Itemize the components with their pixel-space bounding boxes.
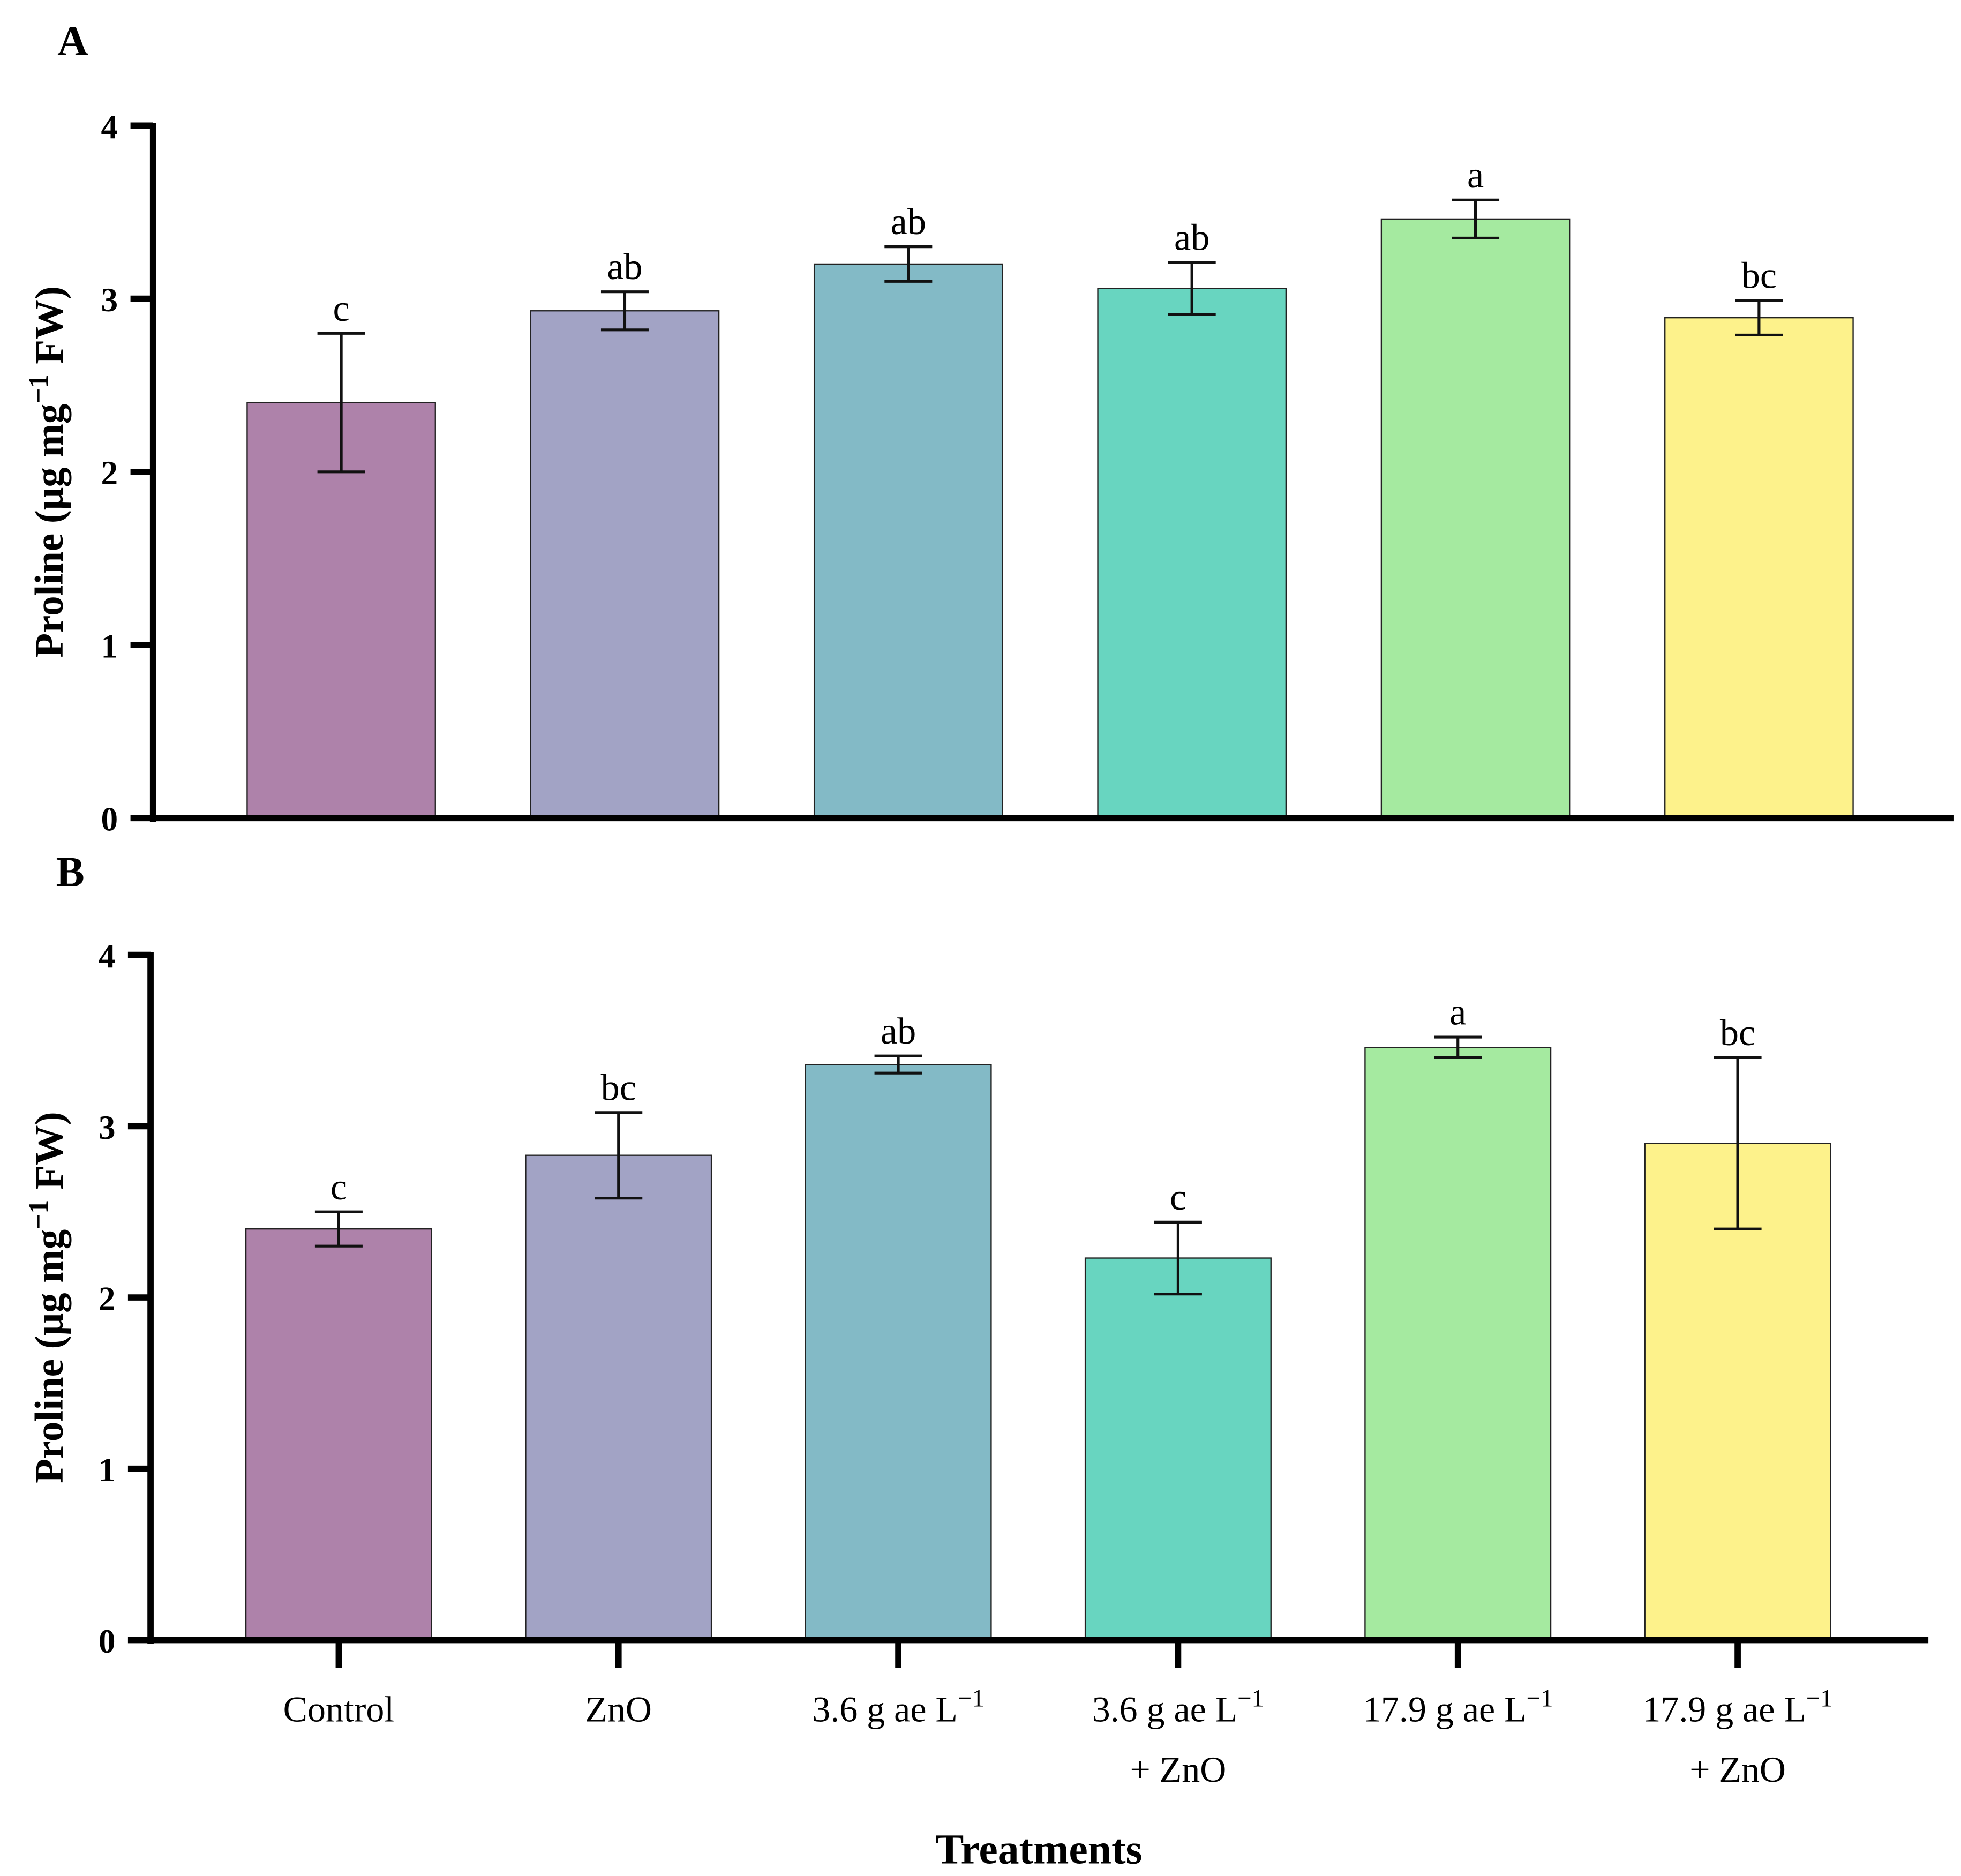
y-axis-title: Proline (μg mg−1 FW)	[24, 286, 72, 658]
panel-label: A	[57, 18, 88, 65]
x-tick-label: 3.6 g ae L−1	[1092, 1685, 1264, 1730]
significance-letter: a	[1449, 992, 1466, 1033]
bar	[1084, 1257, 1272, 1641]
significance-letter: bc	[1741, 254, 1777, 296]
bar	[813, 263, 1003, 819]
y-tick-label: 2	[101, 454, 118, 492]
significance-letter: ab	[1174, 216, 1209, 258]
x-tick-label: 3.6 g ae L−1	[812, 1685, 984, 1730]
significance-letter: c	[330, 1166, 347, 1208]
significance-letter: a	[1467, 154, 1484, 196]
x-tick-label-line2: + ZnO	[1689, 1749, 1786, 1790]
y-tick-label: 1	[99, 1451, 116, 1489]
x-tick-label: 17.9 g ae L−1	[1642, 1685, 1832, 1730]
bar	[245, 1228, 432, 1641]
x-tick-label-line2: + ZnO	[1130, 1749, 1227, 1790]
y-axis-title: Proline (μg mg−1 FW)	[24, 1112, 72, 1483]
bar	[1664, 317, 1854, 819]
bar	[1097, 288, 1287, 819]
significance-letter: ab	[881, 1010, 916, 1052]
y-tick-label: 3	[101, 281, 118, 319]
y-tick-label: 0	[101, 801, 118, 838]
bar	[1380, 218, 1571, 819]
y-tick-label: 0	[99, 1623, 116, 1660]
significance-letter: c	[1170, 1176, 1186, 1218]
y-tick-label: 3	[99, 1109, 116, 1146]
bar	[530, 310, 720, 819]
significance-letter: ab	[891, 201, 926, 243]
y-tick-label: 4	[99, 937, 116, 975]
bar	[805, 1064, 992, 1641]
bar	[525, 1154, 712, 1641]
x-tick-label: ZnO	[585, 1689, 652, 1730]
significance-letter: c	[333, 288, 350, 329]
y-tick-label: 4	[101, 108, 118, 146]
y-tick-label: 2	[99, 1280, 116, 1317]
bar	[1364, 1047, 1552, 1641]
x-tick-label: Control	[283, 1689, 395, 1730]
significance-letter: bc	[601, 1067, 636, 1108]
x-axis-title: Treatments	[935, 1826, 1142, 1873]
significance-letter: bc	[1720, 1012, 1755, 1054]
y-tick-label: 1	[101, 627, 118, 665]
panel-a: Ac ab ab ab a bc 0 1 2 3 4 Proline (μg mg−1 FW)	[24, 18, 1954, 838]
x-tick-label: 17.9 g ae L−1	[1363, 1685, 1553, 1730]
panel-label: B	[56, 849, 85, 896]
significance-letter: ab	[607, 246, 642, 288]
